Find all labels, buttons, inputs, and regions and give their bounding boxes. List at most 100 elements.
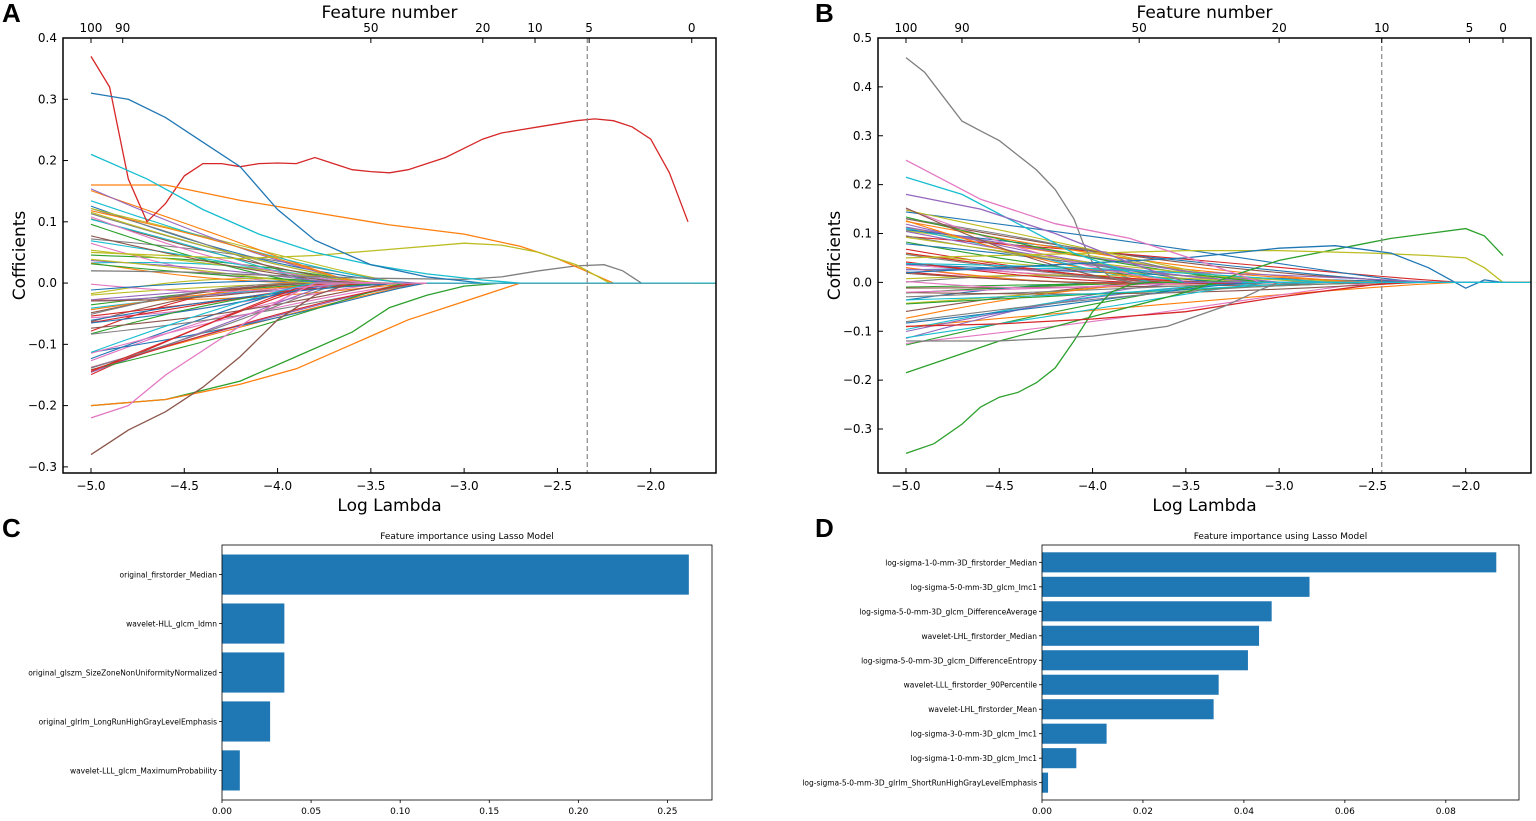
- x-tick-label: −2.0: [636, 479, 665, 493]
- lasso-path-chart-a: −5.0 −4.5 −4.0 −3.5 −3.0 −2.5 −2.0 −0.3 −0.2 −0.1…: [10, 3, 717, 516]
- x-tick-label: 0.15: [479, 807, 499, 817]
- x-tick-label: −2.5: [1358, 479, 1387, 493]
- coefficient-path: [90, 282, 716, 353]
- coefficient-path: [90, 218, 716, 284]
- x-tick-label: −3.5: [356, 479, 385, 493]
- x-tick-label: 0.08: [1436, 807, 1456, 817]
- coefficient-path: [905, 281, 1531, 301]
- bar: [222, 554, 689, 595]
- bar: [1042, 772, 1049, 793]
- coefficient-path: [90, 282, 716, 362]
- top-tick-label: 10: [527, 21, 542, 35]
- y-tick-label: 0.2: [38, 154, 57, 168]
- y-tick-label: 0.1: [853, 227, 872, 241]
- y-tick-label: −0.1: [28, 337, 57, 351]
- bar: [1042, 601, 1272, 622]
- category-label: wavelet-LHL_firstorder_Median: [921, 632, 1037, 641]
- x-tick-label: −5.0: [891, 479, 920, 493]
- category-label: wavelet-LLL_glcm_MaximumProbability: [70, 766, 218, 775]
- x-tick-label: 0.05: [301, 807, 321, 817]
- coefficient-path-cyan-top: [90, 153, 692, 284]
- coefficient-path: [90, 262, 716, 284]
- plot-area: [905, 57, 1531, 455]
- x-tick-label: 0.00: [1032, 807, 1052, 817]
- coefficient-path: [905, 209, 1531, 283]
- coefficient-path: [90, 240, 716, 284]
- bar: [222, 652, 285, 693]
- coefficient-path: [90, 258, 716, 284]
- category-label: log-sigma-3-0-mm-3D_glcm_Imc1: [910, 730, 1037, 739]
- top-axis-title: Feature number: [1137, 3, 1273, 23]
- x-axis-title: Log Lambda: [1152, 496, 1256, 516]
- coefficient-path: [90, 282, 716, 371]
- coefficient-path: [905, 281, 1531, 295]
- coefficient-path-green-neg: [90, 282, 692, 407]
- x-tick-label: −2.0: [1451, 479, 1480, 493]
- top-tick-label: 100: [80, 21, 103, 35]
- y-tick-label: −0.2: [28, 399, 57, 413]
- coefficient-path: [905, 281, 1531, 328]
- y-tick-label: −0.3: [843, 422, 872, 436]
- coefficient-path-blue-dip: [905, 245, 1504, 289]
- x-tick-label: −5.0: [76, 479, 105, 493]
- x-tick-label: 0.06: [1335, 807, 1355, 817]
- category-label: wavelet-LLL_firstorder_90Percentile: [904, 681, 1038, 690]
- coefficient-path: [905, 261, 1531, 283]
- top-tick-label: 20: [475, 21, 490, 35]
- coefficient-path: [905, 281, 1531, 293]
- plot-area: [90, 56, 716, 456]
- coefficient-path: [90, 223, 716, 284]
- x-tick-label: −4.5: [985, 479, 1014, 493]
- category-label: log-sigma-1-0-mm-3D_glcm_Imc1: [910, 754, 1037, 763]
- x-tick-label: −3.0: [450, 479, 479, 493]
- coefficient-path: [905, 226, 1531, 283]
- coefficient-path: [905, 236, 1531, 283]
- top-tick-label: 10: [1374, 21, 1389, 35]
- category-label: original_firstorder_Median: [120, 571, 218, 580]
- bar: [1042, 650, 1248, 671]
- coefficient-path-brown-neg: [90, 282, 692, 456]
- x-tick-label: 0.20: [568, 807, 588, 817]
- coefficient-path: [906, 269, 1531, 283]
- x-tick-label: −3.0: [1265, 479, 1294, 493]
- coefficient-path-green-bottom: [905, 281, 1507, 455]
- category-label: wavelet-LHL_firstorder_Mean: [928, 705, 1037, 714]
- bar: [222, 701, 271, 742]
- top-tick-label: 20: [1271, 21, 1286, 35]
- coefficient-path: [90, 282, 716, 321]
- coefficient-path: [905, 281, 1531, 339]
- y-tick-label: 0.5: [853, 31, 872, 45]
- coefficient-path-purple-top: [905, 193, 1507, 284]
- coefficient-path: [905, 281, 1531, 346]
- x-tick-label: −3.5: [1171, 479, 1200, 493]
- coefficient-path-gray-neg: [906, 281, 1507, 342]
- x-axis-title: Log Lambda: [337, 496, 441, 516]
- x-tick-label: 0.25: [657, 807, 677, 817]
- bar: [222, 750, 240, 791]
- panel-label-b: B: [815, 0, 834, 28]
- category-label: log-sigma-5-0-mm-3D_glcm_DifferenceAvera…: [859, 607, 1037, 616]
- feature-importance-chart-c: Feature importance using Lasso Model orig…: [28, 532, 713, 817]
- coefficient-path: [90, 210, 716, 284]
- coefficient-path-gray-late: [90, 264, 692, 284]
- bar: [1042, 674, 1219, 695]
- y-tick-label: 0.3: [853, 129, 872, 143]
- top-tick-label: 5: [585, 21, 593, 35]
- y-axis-title: Cofficients: [825, 211, 845, 301]
- coefficient-path-blue-top: [90, 92, 692, 284]
- coefficient-path: [905, 223, 1531, 283]
- x-tick-label: 0.02: [1133, 807, 1153, 817]
- x-tick-label: −4.0: [263, 479, 292, 493]
- y-tick-label: 0.4: [38, 31, 57, 45]
- coefficient-path-red-neg: [905, 281, 1507, 328]
- y-tick-label: 0.1: [38, 215, 57, 229]
- y-tick-label: −0.1: [843, 324, 872, 338]
- coefficient-path: [90, 218, 716, 284]
- x-tick-label: −4.5: [170, 479, 199, 493]
- top-tick-label: 50: [363, 21, 378, 35]
- panel-label-c: C: [2, 513, 21, 543]
- y-tick-label: −0.3: [28, 460, 57, 474]
- plot-frame: [62, 37, 717, 474]
- panel-label-d: D: [815, 513, 834, 543]
